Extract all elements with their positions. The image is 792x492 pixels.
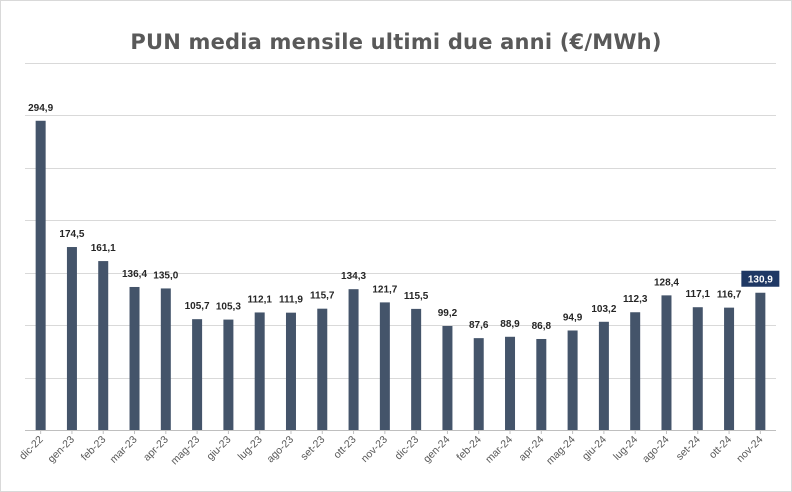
data-label: 135,0 (153, 270, 178, 281)
data-label: 130,9 (748, 275, 773, 286)
data-label: 87,6 (469, 320, 489, 331)
bar (192, 319, 203, 430)
bar (661, 295, 672, 430)
bar (223, 319, 234, 430)
data-label: 115,7 (310, 291, 335, 302)
data-label: 136,4 (122, 269, 147, 280)
data-label: 121,7 (372, 284, 397, 295)
data-label-highlight-box (741, 270, 780, 287)
bar (35, 120, 46, 431)
x-tick-label: feb-24 (454, 434, 484, 464)
bar (66, 247, 77, 430)
x-tick-label: ago-23 (264, 434, 296, 466)
bar (98, 261, 109, 430)
bar (724, 307, 735, 430)
x-tick-label: giu-23 (204, 434, 233, 463)
x-tick-label: apr-24 (516, 434, 546, 464)
x-tick-label: gen-23 (45, 434, 77, 466)
data-label: 161,1 (91, 243, 116, 254)
x-tick-label: set-24 (674, 434, 703, 463)
x-tick-label: giu-24 (580, 434, 609, 463)
bar (254, 312, 265, 430)
bar (692, 307, 703, 430)
chart-title: PUN media mensile ultimi due anni (€/MWh… (130, 30, 662, 54)
bar (755, 292, 766, 430)
bar (536, 338, 547, 430)
x-tick-label: nov-24 (734, 434, 765, 465)
bar (348, 289, 359, 430)
bar (160, 288, 171, 430)
x-tick-label: lug-24 (611, 434, 640, 463)
x-tick-label: ott-23 (331, 434, 359, 462)
bar (129, 286, 140, 430)
x-tick-label: mar-24 (483, 434, 515, 466)
data-label: 294,9 (28, 103, 53, 114)
x-tick-label: mag-24 (544, 434, 578, 468)
bar (630, 312, 641, 430)
x-tick-label: set-23 (298, 434, 327, 463)
x-tick-label: ott-24 (707, 434, 735, 462)
bar (285, 312, 296, 430)
data-label: 103,2 (591, 304, 616, 315)
data-label: 105,7 (185, 301, 210, 312)
data-label: 116,7 (717, 290, 742, 301)
data-label: 94,9 (563, 312, 583, 323)
data-label: 134,3 (341, 271, 366, 282)
data-label: 117,1 (686, 289, 711, 300)
x-tick-label: feb-23 (79, 434, 109, 464)
bar (442, 325, 453, 430)
bar (473, 338, 484, 430)
data-label: 86,8 (532, 321, 552, 332)
data-label: 112,1 (247, 294, 272, 305)
bar (505, 336, 516, 430)
bar (567, 330, 578, 430)
bar (379, 302, 390, 430)
bar (317, 308, 328, 430)
x-tick-label: nov-23 (359, 434, 390, 465)
data-label: 128,4 (654, 277, 679, 288)
x-tick-label: ago-24 (640, 434, 672, 466)
bar (598, 321, 609, 430)
x-tick-label: lug-23 (236, 434, 265, 463)
data-label: 99,2 (438, 308, 458, 319)
x-tick-label: apr-23 (141, 434, 171, 464)
x-tick-label: mar-23 (108, 434, 140, 466)
data-label: 115,5 (404, 291, 429, 302)
x-tick-label: dic-22 (17, 434, 46, 463)
data-label: 174,5 (59, 229, 84, 240)
data-label: 88,9 (500, 319, 520, 330)
data-label: 111,9 (279, 295, 303, 306)
bar (411, 308, 422, 430)
x-tick-label: dic-23 (393, 434, 422, 463)
x-tick-label: mag-23 (169, 434, 203, 468)
data-label: 105,3 (216, 302, 241, 313)
data-label: 112,3 (623, 294, 648, 305)
x-tick-label: gen-24 (421, 434, 453, 466)
